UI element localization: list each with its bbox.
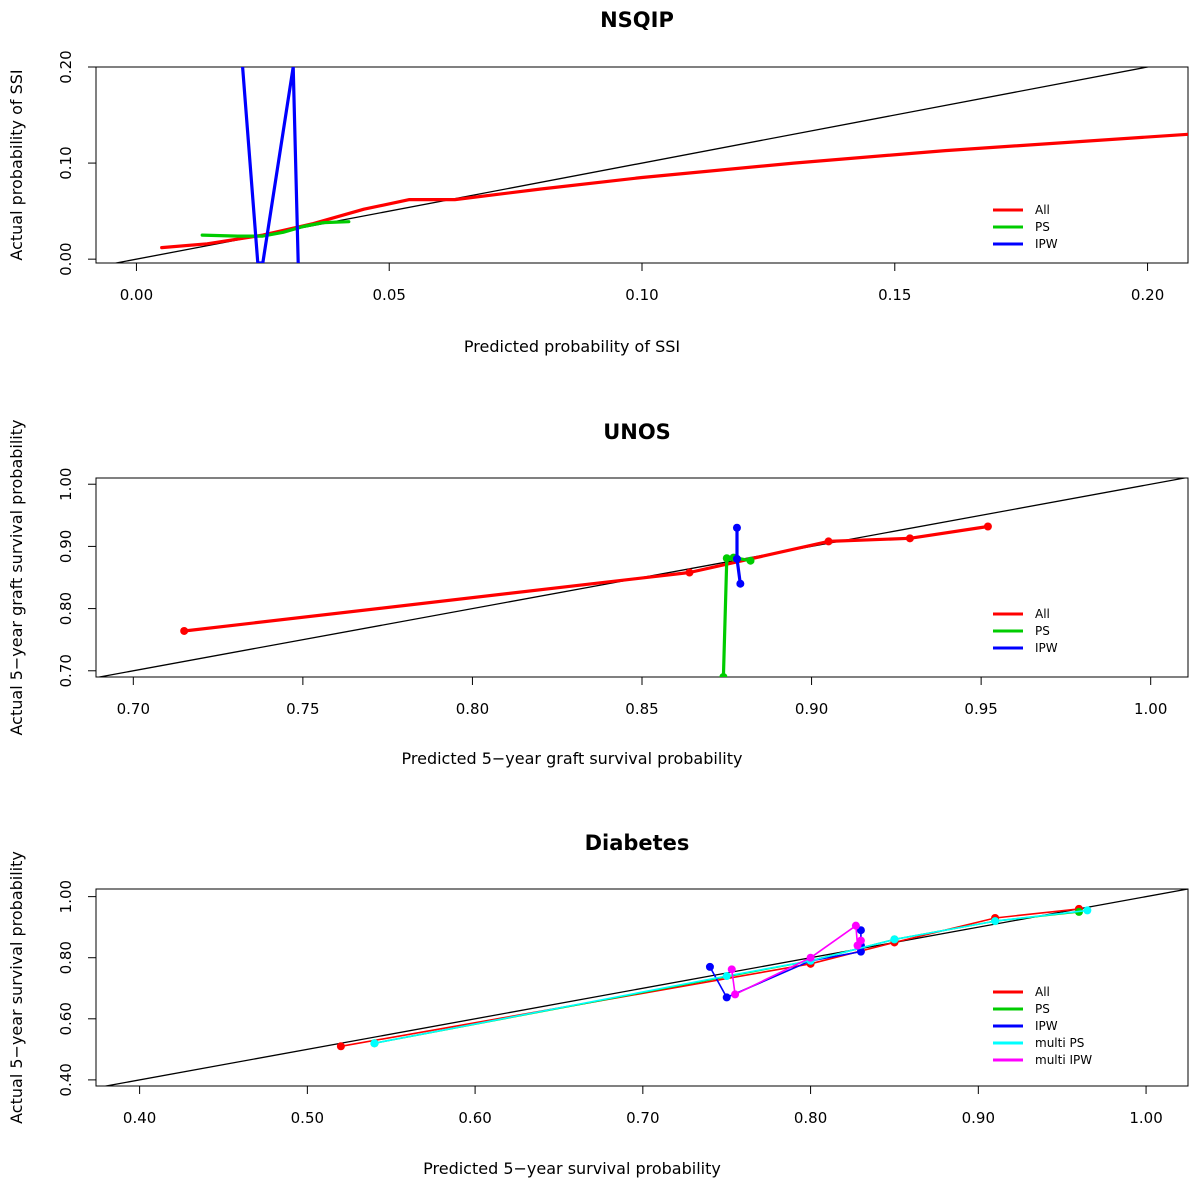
nsqip-plot-frame xyxy=(95,66,1189,264)
diabetes-x-tick-label: 0.50 xyxy=(291,1109,324,1127)
diabetes-plot-frame xyxy=(95,888,1189,1087)
diabetes-panel: Diabetes 0.40 0.50 0.60 0.70 0.80 0.90 1.00 0.40… xyxy=(7,831,1189,1178)
unos-series-all-point xyxy=(905,534,914,543)
unos-x-tick-label: 1.00 xyxy=(1134,700,1167,718)
diabetes-x-axis-label: Predicted 5−year survival probability xyxy=(423,1159,721,1178)
unos-series-ps-point xyxy=(719,673,728,677)
diabetes-series-multi-ipw-point xyxy=(856,936,865,945)
unos-y-tick-label: 0.90 xyxy=(57,530,75,563)
diabetes-series-multi-ipw-point xyxy=(727,965,736,974)
diabetes-series-ipw-point xyxy=(705,962,714,971)
unos-y-tick-label: 0.70 xyxy=(57,654,75,687)
diabetes-series-multi-ipw-point xyxy=(731,990,740,999)
nsqip-x-tick-label: 0.15 xyxy=(878,286,911,304)
unos-y-tick-label: 1.00 xyxy=(57,468,75,501)
diabetes-x-tick-label: 0.90 xyxy=(962,1109,995,1127)
diabetes-y-tick-label: 0.60 xyxy=(57,1002,75,1035)
diabetes-series-ipw-point xyxy=(856,947,865,956)
unos-series-ps-line xyxy=(721,555,753,677)
unos-series-ps-point xyxy=(746,556,755,565)
nsqip-title: NSQIP xyxy=(600,8,674,32)
unos-series-all-point xyxy=(983,522,992,531)
nsqip-series-ps-line xyxy=(200,220,351,238)
diabetes-legend-label-all: All xyxy=(1035,985,1050,999)
diabetes-y-tick-label: 0.40 xyxy=(57,1063,75,1096)
unos-reference-line xyxy=(96,478,1188,677)
unos-series-ipw-point xyxy=(736,579,745,588)
diabetes-legend: All PS IPW multi PS multi IPW xyxy=(993,985,1092,1067)
diabetes-x-tick-label: 1.00 xyxy=(1129,1109,1162,1127)
diabetes-title: Diabetes xyxy=(585,831,690,855)
unos-x-tick-label: 0.95 xyxy=(964,700,997,718)
nsqip-series-ipw-line xyxy=(241,67,300,263)
diabetes-y-tick-label: 0.80 xyxy=(57,941,75,974)
unos-x-axis-label: Predicted 5−year graft survival probabil… xyxy=(402,749,743,768)
diabetes-series-ipw-point xyxy=(722,993,731,1002)
unos-x-tick-label: 0.75 xyxy=(286,700,319,718)
diabetes-series-multi-ipw-point xyxy=(806,953,815,962)
nsqip-reference-line xyxy=(112,67,1152,263)
diabetes-reference-line xyxy=(102,889,1188,1086)
unos-series-all-point xyxy=(180,626,189,635)
unos-panel: UNOS 0.70 0.75 0.80 0.85 0.90 0.95 1.00 0.70 0.80… xyxy=(7,420,1189,768)
unos-legend-label-ipw: IPW xyxy=(1035,641,1058,655)
nsqip-x-tick-label: 0.20 xyxy=(1131,286,1164,304)
diabetes-series-multi-ps-line xyxy=(373,909,1089,1044)
nsqip-x-axis-label: Predicted probability of SSI xyxy=(464,337,680,356)
diabetes-series-ipw-line xyxy=(709,929,862,999)
diabetes-series-multi-ps-point xyxy=(722,972,731,981)
unos-y-axis-label: Actual 5−year graft survival probability xyxy=(7,420,26,736)
unos-series-all-point xyxy=(685,568,694,577)
diabetes-y-tick-label: 1.00 xyxy=(57,880,75,913)
unos-x-tick-label: 0.70 xyxy=(117,700,150,718)
unos-series-all-point xyxy=(824,537,833,546)
diabetes-series-multi-ps-point xyxy=(1083,906,1092,915)
diabetes-x-tick-label: 0.70 xyxy=(626,1109,659,1127)
nsqip-y-tick-label: 0.20 xyxy=(57,50,75,83)
nsqip-legend-label-ipw: IPW xyxy=(1035,237,1058,251)
nsqip-legend: All PS IPW xyxy=(993,203,1058,251)
nsqip-x-tick-label: 0.10 xyxy=(625,286,658,304)
diabetes-x-tick-label: 0.40 xyxy=(123,1109,156,1127)
diabetes-series-multi-ps-point xyxy=(890,935,899,944)
nsqip-panel: NSQIP 0.00 0.05 0.10 0.15 0.20 0.00 0.10 0.20 Pre… xyxy=(7,8,1189,356)
diabetes-x-tick-label: 0.80 xyxy=(794,1109,827,1127)
unos-legend-label-all: All xyxy=(1035,607,1050,621)
diabetes-legend-label-multi-ipw: multi IPW xyxy=(1035,1053,1092,1067)
diabetes-legend-label-ipw: IPW xyxy=(1035,1019,1058,1033)
unos-title: UNOS xyxy=(603,420,671,444)
diabetes-series-all-point xyxy=(336,1042,345,1051)
diabetes-x-tick-label: 0.60 xyxy=(458,1109,491,1127)
nsqip-y-axis-label: Actual probability of SSI xyxy=(7,69,26,260)
unos-series-ps-point xyxy=(722,554,731,563)
nsqip-legend-label-all: All xyxy=(1035,203,1050,217)
diabetes-legend-label-ps: PS xyxy=(1035,1002,1050,1016)
nsqip-plot-area xyxy=(112,67,1188,263)
nsqip-y-tick-label: 0.00 xyxy=(57,242,75,275)
diabetes-legend-label-multi-ps: multi PS xyxy=(1035,1036,1084,1050)
nsqip-x-tick-label: 0.05 xyxy=(373,286,406,304)
diabetes-series-multi-ps-point xyxy=(370,1039,379,1048)
unos-x-tick-label: 0.80 xyxy=(456,700,489,718)
unos-x-tick-label: 0.85 xyxy=(625,700,658,718)
unos-series-all-line xyxy=(182,524,990,633)
unos-x-tick-label: 0.90 xyxy=(795,700,828,718)
unos-legend: All PS IPW xyxy=(993,607,1058,655)
nsqip-x-tick-label: 0.00 xyxy=(120,286,153,304)
diabetes-plot-area xyxy=(102,889,1188,1086)
diabetes-series-multi-ps-point xyxy=(991,917,1000,926)
unos-plot-area xyxy=(96,478,1188,677)
diabetes-series-multi-ipw-point xyxy=(851,921,860,930)
unos-series-ipw-point xyxy=(732,554,741,563)
unos-series-ipw-point xyxy=(732,523,741,532)
nsqip-legend-label-ps: PS xyxy=(1035,220,1050,234)
unos-y-tick-label: 0.80 xyxy=(57,592,75,625)
nsqip-y-tick-label: 0.10 xyxy=(57,146,75,179)
unos-legend-label-ps: PS xyxy=(1035,624,1050,638)
diabetes-y-axis-label: Actual 5−year survival probability xyxy=(7,851,26,1124)
